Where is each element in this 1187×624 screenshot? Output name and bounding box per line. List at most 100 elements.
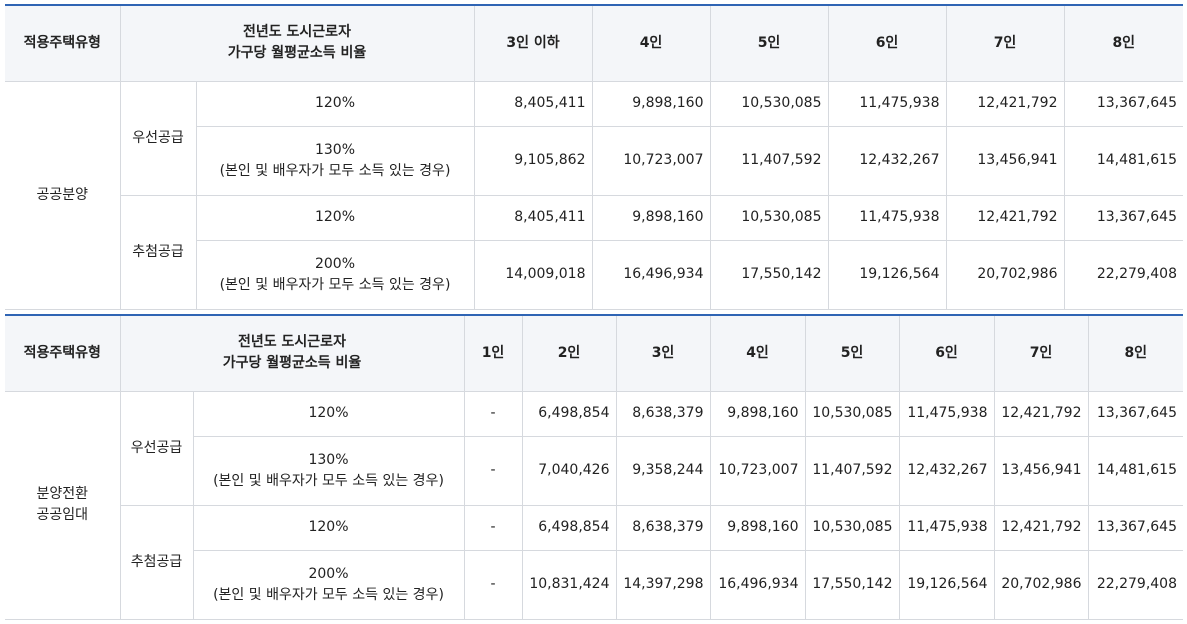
- income-ratio-header: 전년도 도시근로자 가구당 월평균소득 비율: [119, 314, 465, 392]
- income-value: 14,009,018: [473, 239, 593, 310]
- ratio-value: 130%: [314, 141, 356, 158]
- income-value: 10,530,085: [804, 390, 900, 437]
- income-value: 13,456,941: [993, 435, 1089, 506]
- ratio-note: (본인 및 배우자가 모두 소득 있는 경우): [213, 586, 444, 603]
- table-row: 공공분양 우선공급 120% 8,405,411 9,898,160 10,53…: [5, 80, 1183, 310]
- ratio-cell: 130% (본인 및 배우자가 모두 소득 있는 경우): [193, 435, 465, 506]
- income-value: 6,498,854: [521, 390, 617, 437]
- income-value: 11,475,938: [898, 504, 995, 551]
- supply-group-cell: 우선공급: [119, 390, 194, 506]
- income-value: 13,367,645: [1087, 390, 1183, 437]
- ratio-value: 200%: [308, 565, 349, 582]
- household-size-header: 8인: [1063, 4, 1183, 82]
- ratio-value: 200%: [314, 255, 356, 272]
- ratio-note: (본인 및 배우자가 모두 소득 있는 경우): [219, 162, 451, 179]
- income-value: 16,496,934: [709, 549, 806, 620]
- income-value: 12,421,792: [993, 390, 1089, 437]
- income-ratio-header-line1: 전년도 도시근로자: [238, 334, 346, 351]
- household-size-header: 5인: [804, 314, 900, 392]
- income-value: 13,456,941: [945, 125, 1065, 196]
- income-value: 10,723,007: [709, 435, 806, 506]
- income-value: 8,638,379: [615, 390, 711, 437]
- income-value: 20,702,986: [945, 239, 1065, 310]
- income-value: 6,498,854: [521, 504, 617, 551]
- income-value: 17,550,142: [709, 239, 829, 310]
- supply-group-cell: 추첨공급: [120, 504, 194, 620]
- income-value: 9,105,862: [473, 125, 593, 196]
- household-size-header: 7인: [993, 314, 1089, 392]
- income-value: 10,530,085: [804, 504, 900, 551]
- supply-group-cell: 추첨공급: [120, 194, 197, 310]
- household-size-header: 6인: [827, 4, 947, 82]
- table-row: 200% (본인 및 배우자가 모두 소득 있는 경우) - 10,831,42…: [5, 549, 1183, 620]
- income-value: 19,126,564: [898, 549, 995, 620]
- ratio-value: 120%: [314, 95, 356, 111]
- income-value: 22,279,408: [1087, 549, 1183, 620]
- housing-type-cell: 분양전환 공공임대: [5, 390, 121, 620]
- ratio-cell: 120%: [192, 390, 465, 437]
- ratio-value: 120%: [308, 405, 349, 421]
- housing-type-cell: 공공분양: [5, 80, 121, 310]
- income-value: 20,702,986: [993, 549, 1089, 620]
- income-value: 8,638,379: [615, 504, 711, 551]
- income-value: 10,831,424: [521, 549, 617, 620]
- income-value: 12,421,792: [945, 80, 1065, 127]
- table-row: 추첨공급 120% 8,405,411 9,898,160 10,530,085…: [5, 194, 1183, 310]
- income-value: 10,530,085: [709, 80, 829, 127]
- income-value: -: [463, 390, 523, 437]
- income-value: 8,405,411: [473, 80, 593, 127]
- ratio-note: (본인 및 배우자가 모두 소득 있는 경우): [219, 276, 451, 293]
- income-value: 10,723,007: [591, 125, 711, 196]
- income-value: 13,367,645: [1063, 80, 1183, 127]
- income-value: 16,496,934: [591, 239, 711, 310]
- income-value: 10,530,085: [709, 194, 829, 241]
- income-value: 8,405,411: [473, 194, 593, 241]
- table-row: 130% (본인 및 배우자가 모두 소득 있는 경우) - 7,040,426…: [5, 435, 1183, 506]
- ratio-cell: 120%: [195, 194, 475, 241]
- income-value: 14,481,615: [1087, 435, 1183, 506]
- income-value: 9,358,244: [615, 435, 711, 506]
- table-row: 130% (본인 및 배우자가 모두 소득 있는 경우) 9,105,862 1…: [5, 125, 1183, 196]
- ratio-cell: 200% (본인 및 배우자가 모두 소득 있는 경우): [193, 549, 465, 620]
- housing-type-line2: 공공임대: [36, 507, 89, 523]
- income-value: 9,898,160: [709, 390, 806, 437]
- income-value: 7,040,426: [521, 435, 617, 506]
- ratio-value: 120%: [314, 209, 356, 225]
- household-size-header: 2인: [521, 314, 617, 392]
- income-value: 9,898,160: [591, 194, 711, 241]
- income-value: 13,367,645: [1087, 504, 1183, 551]
- ratio-cell: 200% (본인 및 배우자가 모두 소득 있는 경우): [196, 239, 475, 310]
- income-ratio-header-line1: 전년도 도시근로자: [243, 24, 351, 41]
- table-header-row: 적용주택유형 전년도 도시근로자 가구당 월평균소득 비율 1인 2인 3인 4…: [5, 314, 1183, 392]
- income-table-public-sale: 적용주택유형 전년도 도시근로자 가구당 월평균소득 비율 3인 이하 4인 5…: [5, 4, 1183, 310]
- ratio-note: (본인 및 배우자가 모두 소득 있는 경우): [213, 472, 444, 489]
- ratio-value: 120%: [308, 519, 349, 535]
- income-value: -: [463, 504, 523, 551]
- income-value: 12,432,267: [827, 125, 947, 196]
- income-value: 11,475,938: [827, 194, 947, 241]
- household-size-header: 4인: [591, 4, 711, 82]
- income-table-rental-conversion: 적용주택유형 전년도 도시근로자 가구당 월평균소득 비율 1인 2인 3인 4…: [5, 314, 1183, 620]
- income-value: 13,367,645: [1063, 194, 1183, 241]
- income-value: 12,421,792: [993, 504, 1089, 551]
- income-value: 22,279,408: [1063, 239, 1183, 310]
- household-size-header: 8인: [1087, 314, 1183, 392]
- income-ratio-header-line2: 가구당 월평균소득 비율: [227, 45, 367, 62]
- household-size-header: 4인: [709, 314, 806, 392]
- income-value: 14,481,615: [1063, 125, 1183, 196]
- income-value: 12,421,792: [945, 194, 1065, 241]
- income-value: 12,432,267: [898, 435, 995, 506]
- housing-type-header: 적용주택유형: [5, 314, 121, 392]
- household-size-header: 6인: [898, 314, 995, 392]
- household-size-header: 5인: [709, 4, 829, 82]
- table-header-row: 적용주택유형 전년도 도시근로자 가구당 월평균소득 비율 3인 이하 4인 5…: [5, 4, 1183, 82]
- ratio-cell: 130% (본인 및 배우자가 모두 소득 있는 경우): [196, 125, 475, 196]
- income-value: -: [463, 435, 523, 506]
- income-value: 11,407,592: [804, 435, 900, 506]
- income-value: 9,898,160: [709, 504, 806, 551]
- household-size-header: 7인: [945, 4, 1065, 82]
- table-row: 추첨공급 120% - 6,498,854 8,638,379 9,898,16…: [5, 504, 1183, 620]
- income-value: -: [463, 549, 523, 620]
- income-value: 19,126,564: [827, 239, 947, 310]
- housing-type-line1: 분양전환: [36, 486, 89, 502]
